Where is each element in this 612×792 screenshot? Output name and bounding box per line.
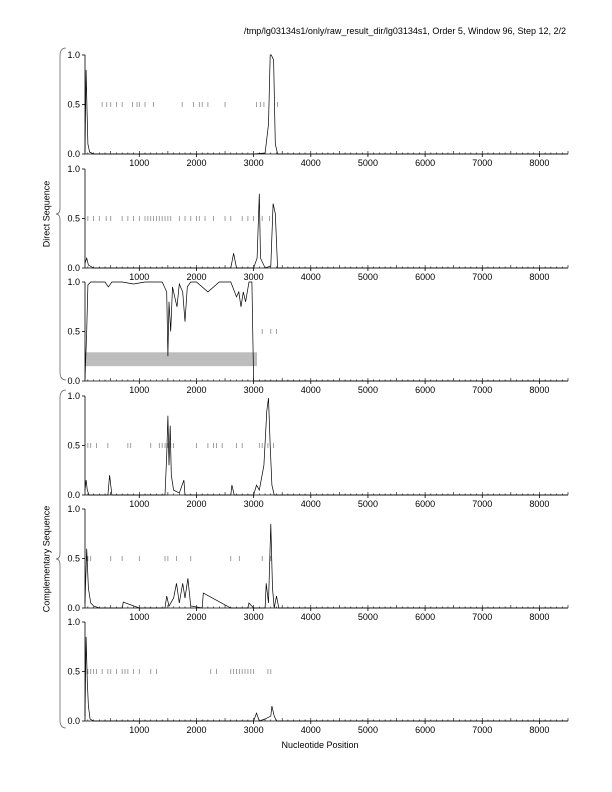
x-tick-label: 2000 (186, 499, 206, 509)
y-tick-label: 0.5 (67, 441, 80, 451)
y-tick-label: 0.0 (67, 149, 80, 159)
x-tick-label: 2000 (186, 725, 206, 735)
x-tick-label: 3000 (244, 612, 264, 622)
x-tick-label: 4000 (301, 612, 321, 622)
y-tick-label: 0.5 (67, 667, 80, 677)
x-tick-label: 3000 (244, 385, 264, 395)
y-tick-label: 1.0 (67, 617, 80, 627)
x-tick-label: 3000 (244, 272, 264, 282)
x-tick-label: 6000 (415, 725, 435, 735)
x-tick-label: 4000 (301, 158, 321, 168)
x-tick-label: 6000 (415, 272, 435, 282)
series-line (84, 397, 568, 496)
x-tick-label: 8000 (529, 499, 549, 509)
y-tick-label: 0.0 (67, 716, 80, 726)
x-tick-label: 7000 (472, 499, 492, 509)
x-tick-label: 7000 (472, 612, 492, 622)
panel-4: 0.0 0.5 1.0 1000 2000 3000 4000 5000 6000 7000 800… (67, 391, 569, 509)
x-tick-label: 5000 (358, 272, 378, 282)
y-tick-label: 1.0 (67, 504, 80, 514)
x-tick-label: 5000 (358, 158, 378, 168)
panel-5: 0.0 0.5 1.0 1000 2000 3000 4000 5000 6000 7000 800… (67, 504, 569, 622)
x-tick-label: 8000 (529, 725, 549, 735)
x-tick-label: 1000 (129, 612, 149, 622)
x-tick-label: 1000 (129, 499, 149, 509)
x-tick-label: 7000 (472, 725, 492, 735)
y-tick-label: 1.0 (67, 277, 80, 287)
x-tick-label: 5000 (358, 612, 378, 622)
series-line (84, 636, 568, 722)
complementary-sequence-label: Complementary Sequence (40, 505, 51, 613)
highlight-band (85, 352, 258, 367)
x-tick-label: 6000 (415, 612, 435, 622)
x-tick-label: 5000 (358, 725, 378, 735)
y-tick-label: 0.0 (67, 603, 80, 613)
x-tick-label: 2000 (186, 612, 206, 622)
x-tick-label: 3000 (244, 499, 264, 509)
x-tick-label: 1000 (129, 385, 149, 395)
x-tick-label: 2000 (186, 272, 206, 282)
x-tick-label: 1000 (129, 725, 149, 735)
y-tick-label: 0.5 (67, 554, 80, 564)
page-title: /tmp/lg03134s1/only/raw_result_dir/lg031… (243, 26, 566, 36)
x-tick-label: 8000 (529, 385, 549, 395)
y-tick-label: 0.5 (67, 100, 80, 110)
y-tick-label: 0.5 (67, 327, 80, 337)
x-tick-label: 3000 (244, 725, 264, 735)
series-line (84, 193, 568, 269)
x-tick-label: 2000 (186, 158, 206, 168)
x-tick-label: 2000 (186, 385, 206, 395)
series-line (84, 523, 568, 609)
x-tick-label: 1000 (129, 272, 149, 282)
x-tick-label: 1000 (129, 158, 149, 168)
series-line (84, 281, 568, 382)
y-tick-label: 0.5 (67, 214, 80, 224)
x-tick-label: 6000 (415, 499, 435, 509)
series-line (84, 54, 568, 155)
direct-bracket (55, 47, 67, 381)
x-tick-label: 8000 (529, 158, 549, 168)
y-tick-label: 0.0 (67, 490, 80, 500)
x-tick-label: 6000 (415, 158, 435, 168)
complementary-bracket (55, 389, 67, 729)
x-tick-label: 8000 (529, 612, 549, 622)
x-tick-label: 7000 (472, 158, 492, 168)
y-tick-label: 1.0 (67, 164, 80, 174)
y-tick-label: 0.0 (67, 263, 80, 273)
panel-6: 0.0 0.5 1.0 1000 2000 3000 4000 5000 6000 7000 800… (67, 617, 569, 735)
y-tick-label: 0.0 (67, 376, 80, 386)
y-tick-label: 1.0 (67, 50, 80, 60)
x-tick-label: 4000 (301, 385, 321, 395)
x-tick-label: 7000 (472, 385, 492, 395)
x-tick-label: 5000 (358, 385, 378, 395)
panel-3: 0.0 0.5 1.0 1000 2000 3000 4000 5000 6000 7000 800… (67, 277, 569, 395)
x-tick-label: 6000 (415, 385, 435, 395)
panel-2: 0.0 0.5 1.0 1000 2000 3000 4000 5000 6000 7000 800… (67, 164, 569, 282)
panel-1: 0.0 0.5 1.0 1000 2000 3000 4000 5000 6000 7000 800… (67, 50, 569, 168)
x-axis-label: Nucleotide Position (281, 740, 359, 750)
y-tick-label: 1.0 (67, 391, 80, 401)
direct-sequence-label: Direct Sequence (40, 180, 51, 248)
x-tick-label: 3000 (244, 158, 264, 168)
group-brackets (55, 47, 67, 729)
x-tick-label: 4000 (301, 499, 321, 509)
x-tick-label: 4000 (301, 725, 321, 735)
chart-panels: 0.0 0.5 1.0 1000 2000 3000 4000 5000 6000 7000 800… (67, 50, 569, 735)
x-tick-label: 4000 (301, 272, 321, 282)
x-tick-label: 7000 (472, 272, 492, 282)
x-tick-label: 5000 (358, 499, 378, 509)
x-tick-label: 8000 (529, 272, 549, 282)
